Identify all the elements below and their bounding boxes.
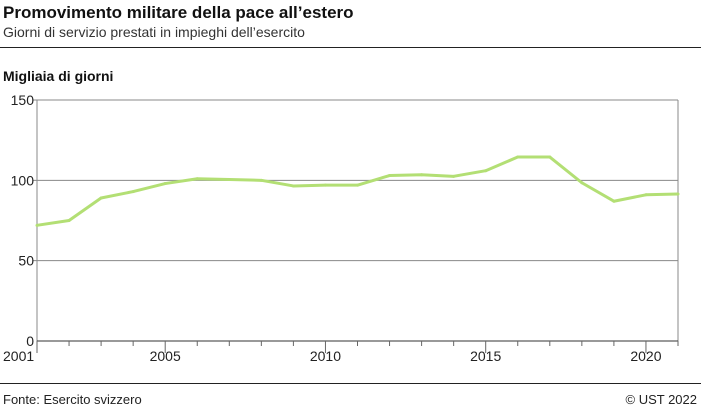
bottom-rule (0, 383, 701, 384)
line-chart: 0 50 100 150 2001 2005 2010 2015 2020 (3, 92, 680, 364)
data-point (612, 199, 616, 203)
y-tick-label: 150 (11, 92, 35, 108)
top-rule (0, 47, 701, 48)
data-point (99, 196, 103, 200)
data-point (356, 183, 359, 187)
y-tick-label: 50 (18, 253, 34, 269)
x-tick-label: 2005 (150, 348, 181, 364)
x-tick-label: 2010 (310, 348, 341, 364)
y-axis-label: Migliaia di giorni (3, 68, 114, 84)
data-point (580, 181, 584, 185)
data-point (452, 174, 456, 178)
chart-title: Promovimento militare della pace all’est… (3, 3, 354, 22)
copyright: © UST 2022 (625, 392, 698, 407)
data-point (420, 173, 424, 177)
chart-subtitle: Giorni di servizio prestati in impieghi … (3, 24, 305, 40)
data-point (644, 193, 648, 197)
data-point (516, 155, 520, 159)
data-point (35, 223, 39, 227)
data-point (131, 190, 135, 194)
data-point (548, 155, 552, 159)
data-point (259, 178, 263, 182)
data-point (291, 184, 295, 188)
data-point (163, 182, 167, 186)
data-point (67, 219, 71, 222)
y-tick-label: 0 (26, 333, 34, 349)
data-point (323, 183, 327, 187)
x-tick-label: 2015 (470, 348, 501, 364)
data-point (676, 192, 680, 196)
data-point (195, 177, 199, 181)
source-note: Fonte: Esercito svizzero (3, 392, 142, 407)
data-point (227, 178, 231, 182)
x-tick-label: 2020 (630, 348, 661, 364)
data-point (388, 174, 392, 178)
data-point (484, 169, 488, 173)
x-tick-label: 2001 (3, 348, 34, 364)
y-tick-label: 100 (11, 172, 35, 188)
